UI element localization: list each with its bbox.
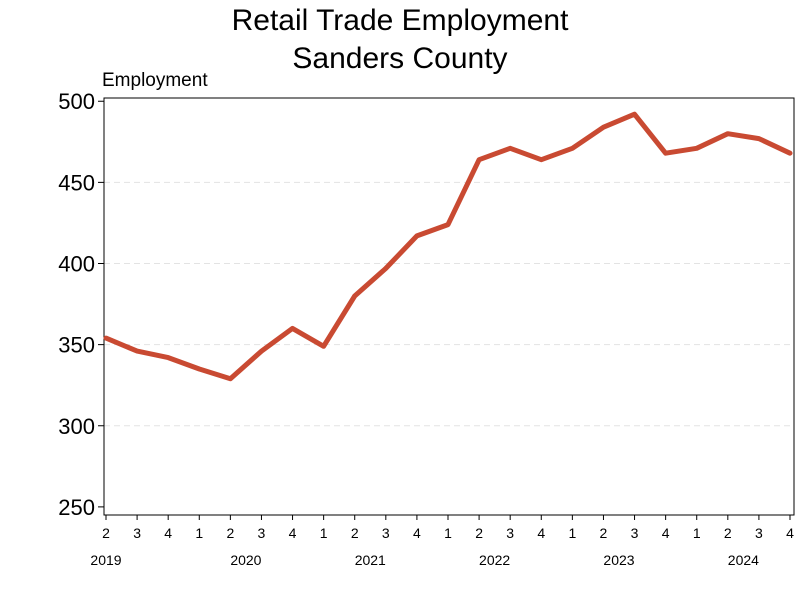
year-labels: 2019 2020 2021 2022 2023 2024 — [90, 552, 759, 568]
x-tick-label: 3 — [506, 525, 514, 541]
year-label: 2020 — [230, 552, 261, 568]
x-tick-label: 1 — [444, 525, 452, 541]
x-tick-label: 4 — [537, 525, 545, 541]
year-label: 2021 — [355, 552, 386, 568]
x-tick-label: 4 — [662, 525, 670, 541]
year-label: 2024 — [728, 552, 759, 568]
chart-title-line-2: Sanders County — [292, 42, 507, 75]
plot-frame — [103, 97, 795, 516]
x-tick-label: 1 — [568, 525, 576, 541]
x-tick-label: 2 — [724, 525, 732, 541]
y-tick-label: 450 — [58, 170, 95, 195]
y-tick-label: 400 — [58, 252, 95, 277]
x-tick-label: 3 — [382, 525, 390, 541]
series-line — [103, 111, 793, 382]
x-tick-label: 2 — [226, 525, 234, 541]
x-tick-label: 2 — [600, 525, 608, 541]
x-tick-label: 4 — [786, 525, 794, 541]
y-tick-label: 350 — [58, 333, 95, 358]
x-tick-label: 3 — [631, 525, 639, 541]
series-group — [103, 111, 793, 382]
x-tick-label: 2 — [475, 525, 483, 541]
x-tick-label: 4 — [289, 525, 297, 541]
x-tick-label: 1 — [320, 525, 328, 541]
x-tick-label: 1 — [195, 525, 203, 541]
year-label: 2023 — [603, 552, 634, 568]
x-tick-label: 3 — [133, 525, 141, 541]
x-axis-ticks: 2 3 4 1 2 3 4 1 2 3 4 1 2 3 4 1 2 3 4 1 2 3 4 — [102, 515, 794, 541]
x-tick-label: 2 — [351, 525, 359, 541]
y-axis-label: Employment — [102, 70, 208, 91]
y-tick-label: 300 — [58, 414, 95, 439]
y-tick-label: 250 — [58, 495, 95, 520]
x-tick-label: 4 — [413, 525, 421, 541]
chart-title-line-1: Retail Trade Employment — [232, 4, 569, 37]
y-tick-label: 500 — [58, 89, 95, 114]
gridlines — [104, 181, 794, 427]
year-label: 2022 — [479, 552, 510, 568]
x-tick-label: 3 — [755, 525, 763, 541]
x-tick-label: 4 — [164, 525, 172, 541]
x-tick-label: 2 — [102, 525, 110, 541]
x-tick-label: 3 — [258, 525, 266, 541]
year-label: 2019 — [90, 552, 121, 568]
x-tick-label: 1 — [693, 525, 701, 541]
y-axis-ticks: 250 300 350 400 450 500 — [58, 89, 104, 520]
